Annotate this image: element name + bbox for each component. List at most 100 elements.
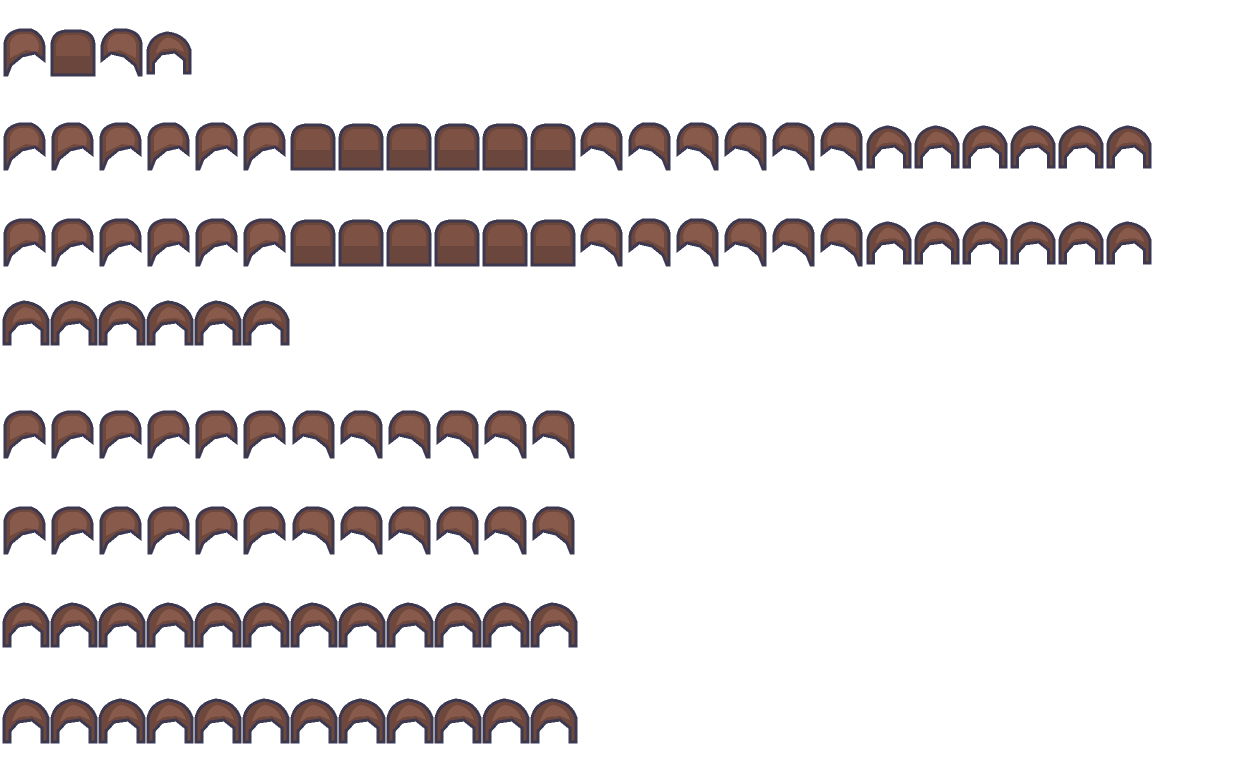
- hair-sprite: [962, 125, 1008, 169]
- hair-sprite: [482, 602, 530, 648]
- hair-sprite: [194, 698, 242, 744]
- hair-sprite: [914, 221, 960, 265]
- hair-sprite: [3, 218, 46, 267]
- hair-sprite: [290, 602, 338, 648]
- hair-sprite: [3, 28, 46, 77]
- hair-sprite: [50, 300, 98, 346]
- hair-sprite: [482, 698, 530, 744]
- hair-sprite: [340, 410, 383, 459]
- hair-sprite: [724, 218, 767, 267]
- hair-sprite: [338, 698, 386, 744]
- hair-sprite: [3, 410, 46, 459]
- hair-sprite: [1106, 125, 1152, 169]
- hair-sprite: [628, 218, 671, 267]
- hair-sprite: [290, 123, 336, 171]
- hair-sprite: [482, 123, 528, 171]
- hair-sprite: [628, 122, 671, 171]
- hair-sprite: [146, 300, 194, 346]
- hair-sprite: [2, 698, 50, 744]
- hair-sprite: [772, 218, 815, 267]
- hair-sprite: [530, 219, 576, 267]
- hair-sprite: [243, 410, 286, 459]
- hair-sprite: [98, 698, 146, 744]
- hair-sprite: [290, 698, 338, 744]
- hair-sprite: [98, 602, 146, 648]
- hair-sprite: [820, 122, 863, 171]
- hair-sprite: [436, 410, 479, 459]
- hair-sprite: [676, 122, 719, 171]
- hair-sprite: [242, 300, 290, 346]
- hair-sprite: [50, 698, 98, 744]
- hair-sprite: [484, 506, 527, 555]
- hair-sprite: [386, 123, 432, 171]
- hair-sprite: [580, 122, 623, 171]
- hair-sprite: [866, 125, 912, 169]
- hair-sprite: [436, 506, 479, 555]
- hair-sprite: [386, 698, 434, 744]
- hair-sprite: [51, 122, 94, 171]
- hair-sprite: [434, 219, 480, 267]
- hair-sprite: [195, 506, 238, 555]
- hair-sprite: [866, 221, 912, 265]
- hair-sprite: [530, 602, 578, 648]
- hair-sprite: [242, 698, 290, 744]
- hair-sprite: [146, 31, 192, 75]
- hair-sprite: [434, 698, 482, 744]
- hair-sprite: [724, 122, 767, 171]
- hair-sprite: [580, 218, 623, 267]
- hair-sprite: [340, 506, 383, 555]
- hair-sprite: [195, 410, 238, 459]
- hair-sprite: [338, 219, 384, 267]
- hair-sprite: [338, 123, 384, 171]
- hair-sprite: [243, 506, 286, 555]
- hair-sprite: [99, 410, 142, 459]
- hair-sprite: [146, 602, 194, 648]
- hair-sprite: [146, 698, 194, 744]
- hair-sprite: [194, 602, 242, 648]
- hair-sprite: [290, 219, 336, 267]
- hair-sprite: [386, 602, 434, 648]
- hair-sprite: [530, 123, 576, 171]
- hair-sprite: [50, 602, 98, 648]
- hair-sprite: [195, 218, 238, 267]
- hair-sprite: [434, 123, 480, 171]
- hair-sprite: [532, 506, 575, 555]
- hair-sprite: [292, 506, 335, 555]
- hair-sprite: [2, 602, 50, 648]
- hair-sprite: [914, 125, 960, 169]
- hair-sprite: [386, 219, 432, 267]
- hair-sprite: [484, 410, 527, 459]
- hair-sprite: [482, 219, 528, 267]
- hair-sprite: [50, 29, 96, 77]
- hair-sprite: [532, 410, 575, 459]
- hair-sprite: [195, 122, 238, 171]
- hair-sprite: [772, 122, 815, 171]
- hair-sprite: [99, 122, 142, 171]
- hair-sprite: [51, 410, 94, 459]
- hair-sprite: [530, 698, 578, 744]
- hair-sprite: [100, 28, 143, 77]
- hair-sprite: [194, 300, 242, 346]
- hair-sprite: [388, 410, 431, 459]
- hair-sprite: [1010, 221, 1056, 265]
- hair-sprite: [2, 300, 50, 346]
- hair-sprite: [147, 506, 190, 555]
- hair-sprite: [388, 506, 431, 555]
- hair-sprite: [1058, 125, 1104, 169]
- hair-sprite: [51, 506, 94, 555]
- hair-sprite: [292, 410, 335, 459]
- hair-sprite: [676, 218, 719, 267]
- hair-sprite: [242, 602, 290, 648]
- hair-sprite: [820, 218, 863, 267]
- hair-sprite: [338, 602, 386, 648]
- hair-sprite: [147, 218, 190, 267]
- hair-sprite: [147, 122, 190, 171]
- hair-sprite: [1106, 221, 1152, 265]
- hair-sprite: [1058, 221, 1104, 265]
- hair-sprite: [99, 218, 142, 267]
- hair-sprite: [434, 602, 482, 648]
- hair-sprite: [99, 506, 142, 555]
- hair-sprite: [147, 410, 190, 459]
